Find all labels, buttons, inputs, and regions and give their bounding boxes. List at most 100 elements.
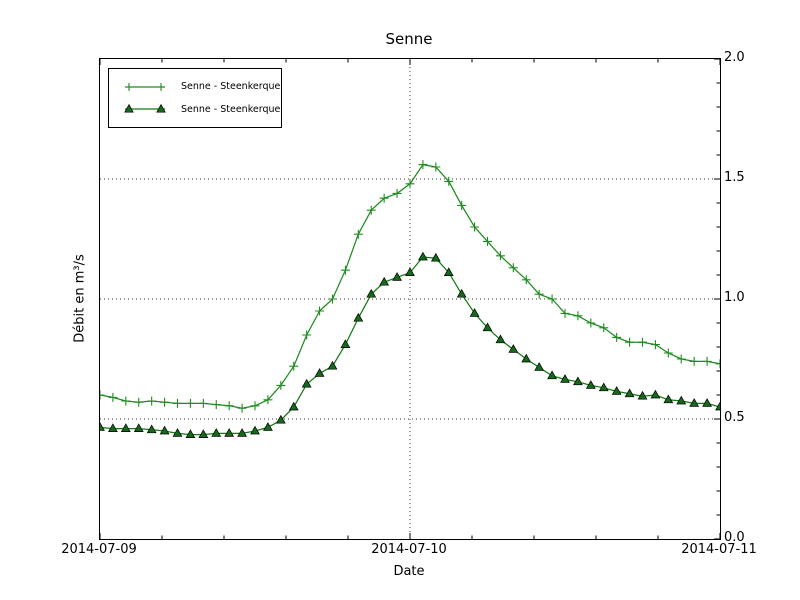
- plus-marker: [521, 275, 531, 285]
- triangle-marker: [340, 339, 351, 348]
- plus-marker: [379, 193, 389, 203]
- plus-marker: [147, 396, 157, 406]
- triangle-marker: [250, 425, 260, 435]
- triangle-marker: [611, 386, 622, 395]
- triangle-marker: [288, 401, 299, 411]
- plus-marker: [560, 308, 570, 318]
- triangle-marker: [469, 308, 480, 317]
- y-tick-label: 0.0: [724, 530, 745, 545]
- triangle-marker: [430, 252, 441, 262]
- plot-canvas: [100, 59, 720, 539]
- plus-marker: [328, 294, 337, 304]
- triangle-marker: [237, 428, 247, 437]
- plus-marker: [405, 179, 415, 189]
- triangle-marker: [172, 428, 183, 437]
- plot-area: [99, 58, 721, 540]
- x-axis-label: Date: [393, 564, 425, 579]
- triangle-marker: [185, 429, 196, 438]
- plus-marker: [353, 229, 363, 239]
- plus-marker: [134, 397, 144, 407]
- triangle-marker: [534, 362, 545, 371]
- triangle-marker: [676, 395, 687, 405]
- plus-marker: [237, 403, 247, 413]
- plus-marker: [315, 306, 325, 316]
- legend-entry: Senne - Steenkerque: [109, 102, 281, 116]
- legend-entry: Senne - Steenkerque: [109, 80, 281, 94]
- plus-marker: [470, 222, 480, 232]
- plus-marker: [366, 205, 376, 215]
- triangle-marker: [379, 276, 390, 286]
- triangle-marker: [211, 428, 222, 437]
- plus-marker: [676, 354, 686, 364]
- triangle-marker: [650, 389, 661, 399]
- plus-marker: [121, 396, 131, 406]
- plus-marker: [198, 398, 208, 408]
- chart-title: Senne: [385, 30, 433, 48]
- triangle-marker: [482, 322, 493, 332]
- legend-triangle-marker-sample: [124, 104, 166, 113]
- triangle-marker: [198, 429, 209, 438]
- plus-marker: [508, 263, 518, 273]
- plus-marker: [289, 361, 299, 371]
- plus-marker: [108, 392, 118, 402]
- triangle-marker: [495, 334, 506, 344]
- triangle-marker: [663, 394, 674, 404]
- triangle-marker: [508, 344, 519, 353]
- plus-marker: [211, 400, 221, 410]
- y-axis-label: Débit en m³/s: [72, 254, 88, 343]
- triangle-marker: [560, 374, 570, 383]
- triangle-marker: [159, 425, 170, 435]
- x-tick-label: 2014-07-09: [61, 542, 137, 557]
- plus-marker: [185, 398, 195, 408]
- triangle-marker: [585, 380, 596, 389]
- plus-marker: [302, 330, 312, 340]
- triangle-marker: [547, 370, 557, 380]
- triangle-marker: [224, 428, 235, 437]
- plus-marker: [612, 332, 622, 342]
- triangle-marker: [637, 390, 648, 400]
- triangle-marker: [702, 398, 712, 407]
- plus-marker: [392, 188, 402, 198]
- triangle-marker: [120, 423, 131, 432]
- plus-marker: [586, 318, 596, 328]
- plus-marker: [340, 265, 350, 275]
- y-tick-label: 1.0: [724, 290, 745, 305]
- triangle-marker: [133, 423, 144, 432]
- plus-marker: [702, 356, 712, 366]
- triangle-marker: [418, 251, 428, 261]
- triangle-marker: [392, 272, 402, 281]
- triangle-marker: [327, 360, 338, 370]
- triangle-marker: [598, 382, 609, 392]
- triangle-marker: [573, 376, 583, 386]
- plus-marker: [547, 294, 557, 304]
- triangle-marker: [715, 401, 720, 411]
- plus-marker: [715, 359, 720, 369]
- y-tick-label: 1.5: [724, 170, 745, 185]
- plus-marker: [276, 380, 286, 390]
- plus-marker: [663, 348, 673, 358]
- triangle-marker: [146, 424, 157, 434]
- plus-marker: [418, 160, 428, 170]
- plus-marker: [263, 395, 273, 405]
- plus-marker: [495, 251, 505, 261]
- triangle-marker: [301, 378, 312, 388]
- plus-marker: [599, 323, 609, 333]
- plus-marker: [483, 236, 492, 246]
- triangle-marker: [263, 422, 273, 431]
- legend-plus-marker-sample: [125, 82, 165, 91]
- triangle-marker: [314, 368, 325, 377]
- plus-marker: [457, 200, 467, 210]
- y-tick-label: 2.0: [724, 50, 745, 65]
- plus-marker: [100, 390, 105, 400]
- legend-box: Senne - Steenkerque Senne - Steenkerque: [108, 68, 282, 128]
- plus-marker: [160, 397, 170, 407]
- plus-marker: [650, 340, 660, 350]
- plus-marker: [625, 337, 635, 347]
- triangle-marker: [353, 312, 364, 322]
- triangle-marker: [443, 267, 454, 276]
- plus-marker: [638, 337, 647, 347]
- x-tick-label: 2014-07-10: [371, 542, 447, 557]
- plus-marker: [431, 162, 441, 172]
- triangle-marker: [521, 353, 532, 363]
